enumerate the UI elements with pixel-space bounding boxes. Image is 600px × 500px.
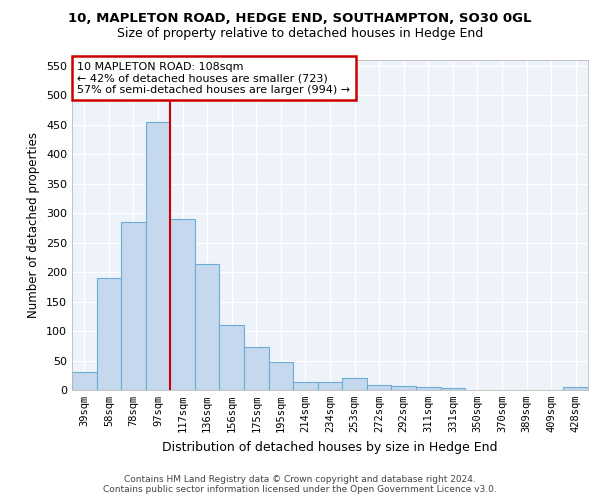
Bar <box>97 278 121 390</box>
Bar <box>342 378 367 390</box>
Y-axis label: Number of detached properties: Number of detached properties <box>28 132 40 318</box>
Bar <box>563 387 588 390</box>
Bar <box>293 382 318 390</box>
Bar <box>170 219 195 390</box>
Bar <box>416 387 440 390</box>
Text: Contains HM Land Registry data © Crown copyright and database right 2024.: Contains HM Land Registry data © Crown c… <box>124 475 476 484</box>
Bar <box>195 264 220 390</box>
Bar <box>269 362 293 390</box>
Bar <box>121 222 146 390</box>
Bar <box>220 325 244 390</box>
X-axis label: Distribution of detached houses by size in Hedge End: Distribution of detached houses by size … <box>162 440 498 454</box>
Bar <box>391 386 416 390</box>
Bar <box>72 372 97 390</box>
Bar <box>318 382 342 390</box>
Text: Contains public sector information licensed under the Open Government Licence v3: Contains public sector information licen… <box>103 485 497 494</box>
Text: Size of property relative to detached houses in Hedge End: Size of property relative to detached ho… <box>117 28 483 40</box>
Text: 10, MAPLETON ROAD, HEDGE END, SOUTHAMPTON, SO30 0GL: 10, MAPLETON ROAD, HEDGE END, SOUTHAMPTO… <box>68 12 532 26</box>
Text: 10 MAPLETON ROAD: 108sqm
← 42% of detached houses are smaller (723)
57% of semi-: 10 MAPLETON ROAD: 108sqm ← 42% of detach… <box>77 62 350 95</box>
Bar <box>244 347 269 390</box>
Bar <box>440 388 465 390</box>
Bar <box>146 122 170 390</box>
Bar <box>367 386 391 390</box>
